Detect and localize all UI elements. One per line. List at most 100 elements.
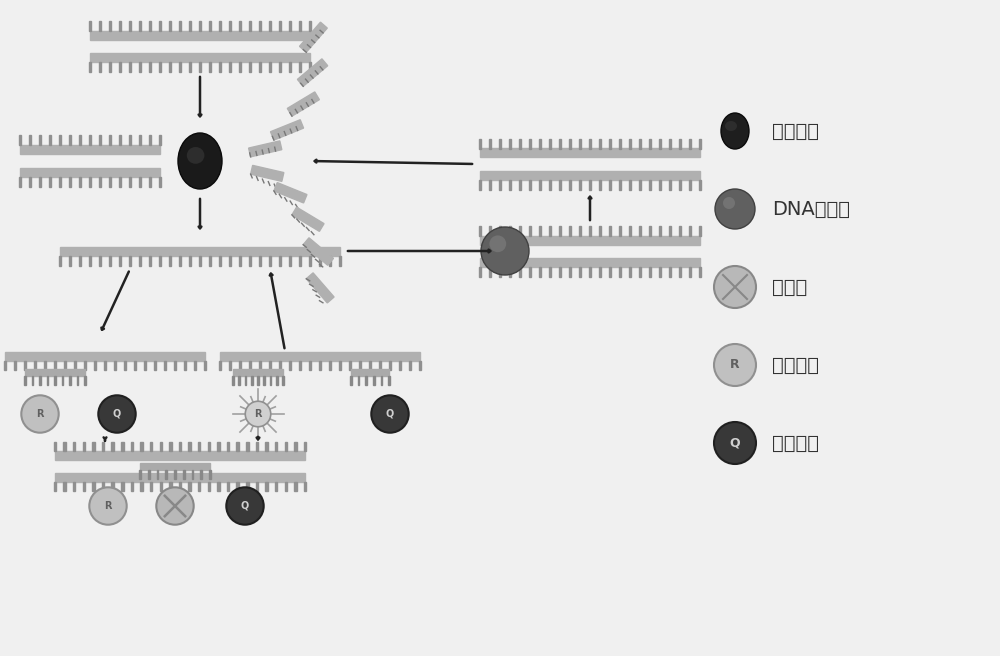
Bar <box>129 62 131 72</box>
Bar <box>639 180 641 190</box>
Bar <box>549 266 551 276</box>
Bar <box>159 62 161 72</box>
Bar <box>389 361 391 369</box>
Bar <box>229 62 231 72</box>
Bar <box>329 361 331 369</box>
Bar <box>609 138 611 148</box>
Bar <box>90 52 310 62</box>
Bar <box>276 375 278 384</box>
Ellipse shape <box>187 147 204 164</box>
Bar <box>119 255 121 266</box>
Bar <box>549 180 551 190</box>
Bar <box>159 136 161 146</box>
Bar <box>89 136 91 146</box>
Bar <box>256 482 258 491</box>
Bar <box>157 470 158 478</box>
Bar <box>69 375 71 384</box>
Ellipse shape <box>98 396 136 433</box>
Bar <box>92 482 95 491</box>
Bar <box>229 255 231 266</box>
Bar <box>119 136 121 146</box>
Bar <box>489 180 491 190</box>
Bar <box>569 138 571 148</box>
Bar <box>279 361 281 369</box>
Bar <box>306 273 334 303</box>
Bar <box>599 226 601 236</box>
Bar <box>599 266 601 276</box>
Bar <box>160 441 162 451</box>
Bar <box>14 361 16 369</box>
Ellipse shape <box>481 227 529 275</box>
Bar <box>489 138 491 148</box>
Bar <box>579 266 581 276</box>
Bar <box>319 255 321 266</box>
Ellipse shape <box>371 396 409 433</box>
Bar <box>79 176 81 186</box>
Bar <box>309 361 311 369</box>
Bar <box>227 482 229 491</box>
Bar <box>480 258 700 266</box>
Bar <box>199 62 201 72</box>
Bar <box>154 361 156 369</box>
Bar <box>102 441 104 451</box>
Bar <box>559 266 561 276</box>
Ellipse shape <box>715 189 755 229</box>
Bar <box>89 62 91 72</box>
Bar <box>659 266 661 276</box>
Bar <box>251 375 253 384</box>
Bar <box>649 226 651 236</box>
Bar <box>99 176 101 186</box>
Bar <box>104 361 106 369</box>
Bar <box>609 226 611 236</box>
Bar <box>129 176 131 186</box>
Bar <box>289 361 291 369</box>
Bar <box>539 266 541 276</box>
Bar <box>379 361 381 369</box>
Bar <box>89 255 91 266</box>
Bar <box>165 470 167 478</box>
Bar <box>140 462 210 470</box>
Bar <box>629 266 631 276</box>
Ellipse shape <box>156 487 194 525</box>
Bar <box>339 361 341 369</box>
Bar <box>257 375 259 384</box>
Text: 报告基团: 报告基团 <box>772 356 819 375</box>
Bar <box>150 441 152 451</box>
Bar <box>271 120 304 140</box>
Bar <box>149 20 151 30</box>
Bar <box>539 226 541 236</box>
Bar <box>669 266 671 276</box>
Text: Q: Q <box>386 409 394 419</box>
Bar <box>129 255 131 266</box>
Ellipse shape <box>89 487 127 525</box>
Bar <box>294 441 297 451</box>
Bar <box>208 482 210 491</box>
Bar <box>579 138 581 148</box>
Bar <box>198 441 200 451</box>
Bar <box>239 20 241 30</box>
Bar <box>84 375 86 384</box>
Bar <box>184 361 186 369</box>
Text: R: R <box>104 501 112 511</box>
Bar <box>209 62 211 72</box>
Bar <box>358 375 359 384</box>
Bar <box>139 20 141 30</box>
Bar <box>54 482 56 491</box>
Bar <box>369 361 371 369</box>
Bar <box>49 176 51 186</box>
Bar <box>289 20 291 30</box>
Bar <box>219 255 221 266</box>
Bar <box>99 255 101 266</box>
Bar <box>263 375 265 384</box>
Bar <box>629 180 631 190</box>
Bar <box>149 255 151 266</box>
Bar <box>679 266 681 276</box>
Bar <box>4 361 6 369</box>
Bar <box>131 441 133 451</box>
Ellipse shape <box>723 197 735 209</box>
Bar <box>229 20 231 30</box>
Bar <box>59 176 61 186</box>
Bar <box>109 136 111 146</box>
Bar <box>199 255 201 266</box>
Bar <box>209 20 211 30</box>
